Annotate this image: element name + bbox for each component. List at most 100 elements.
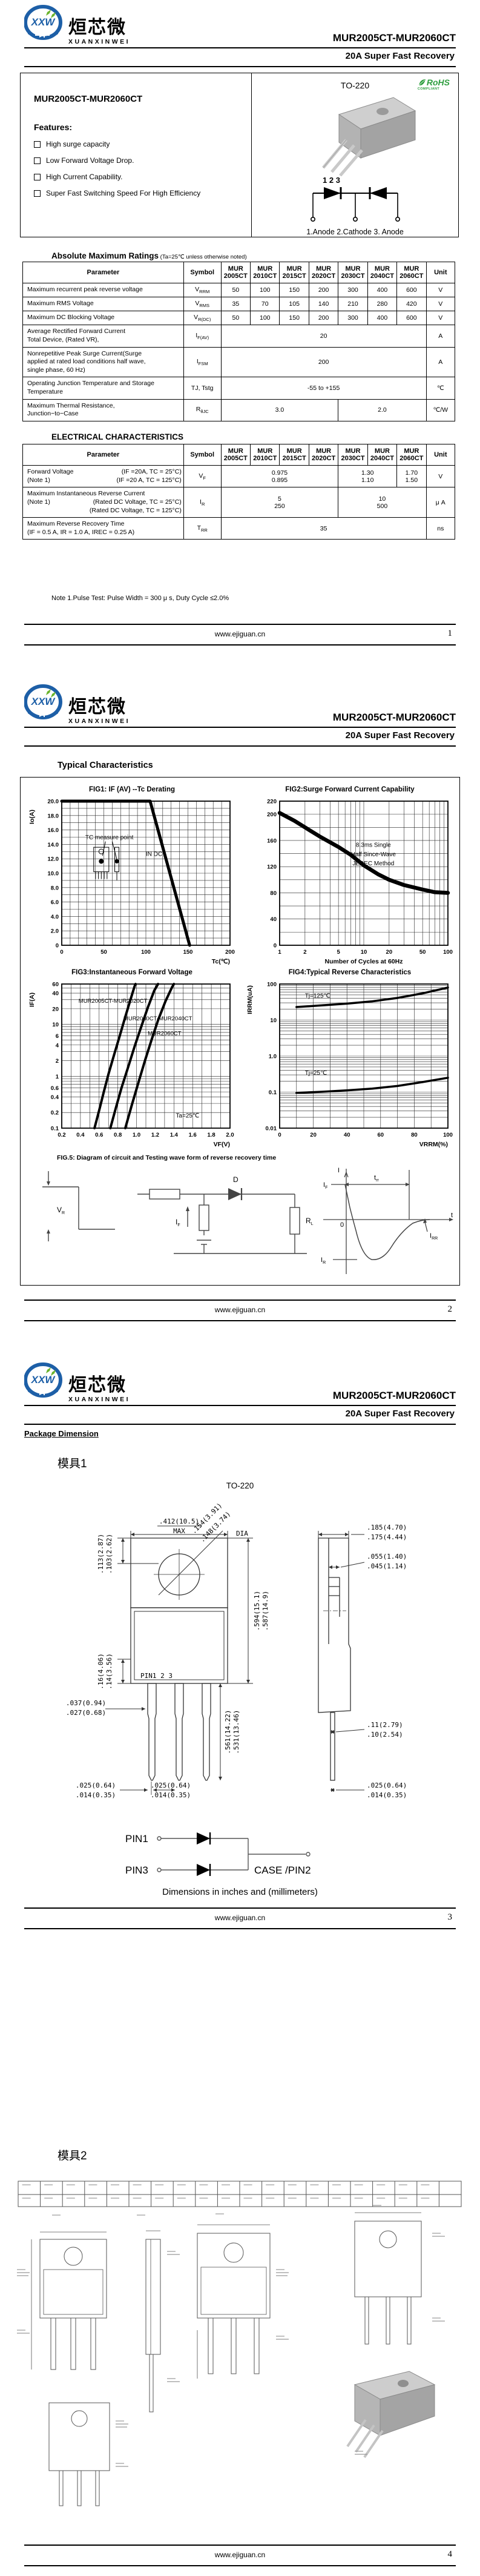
table-cell: 2030CT: [341, 272, 365, 280]
page-number: 4: [447, 2549, 453, 2559]
table-cell: Maximum Instantaneous Reverse Current (No…: [22, 487, 456, 518]
table-cell: 0.895: [271, 476, 288, 484]
svg-text:6: 6: [56, 1033, 59, 1040]
dim-step2: .045(1.14): [367, 1562, 407, 1570]
page3-header: XXW 烜芯微 XUANXINWEI MUR2005CT-MUR2060CT 2…: [24, 1362, 456, 1425]
table-cell: MUR: [228, 265, 243, 272]
brand-logo: XXW 烜芯微 XUANXINWEI: [24, 684, 130, 725]
table-cell: Parameter: [22, 444, 184, 466]
dim-lead-arrows: [120, 1782, 175, 1795]
feature-text: High Current Capability.: [46, 173, 123, 181]
pin-schematic: PIN1 PIN3 CASE /PIN2: [125, 1832, 311, 1876]
svg-text:40: 40: [270, 916, 277, 923]
table-cell: Maximum Instantaneous Reverse Current: [27, 490, 182, 498]
table-cell: Maximum Thermal Resistance, Junction−to−C…: [22, 398, 184, 422]
table-cell: MUR: [374, 265, 390, 272]
table-cell: MUR 2060CT: [396, 262, 427, 283]
table-cell: RR: [201, 527, 208, 533]
table-cell: 420: [396, 297, 427, 312]
line-el: [338, 149, 363, 177]
table-cell: 2030CT: [341, 455, 365, 462]
line-el: [330, 144, 355, 173]
brand-names: 烜芯微 XUANXINWEI: [68, 698, 130, 725]
table-cell: MUR 2040CT: [367, 444, 398, 466]
svg-text:0: 0: [56, 943, 59, 949]
footer-url[interactable]: www.ejiguan.cn: [214, 2551, 266, 2559]
table-cell: F: [203, 475, 206, 481]
svg-text:160: 160: [267, 837, 277, 844]
svg-text:0.1: 0.1: [269, 1089, 277, 1096]
polygon-el: [318, 1537, 351, 1713]
table-cell: MUR 2005CT: [220, 262, 251, 283]
table-cell: 2.0: [338, 398, 427, 422]
svg-text:220: 220: [267, 799, 277, 805]
brand-logo: XXW 烜芯微 XUANXINWEI: [24, 5, 130, 45]
feature-item: Super Fast Switching Speed For High Effi…: [34, 189, 251, 197]
table-cell: ns: [426, 517, 456, 540]
mold2-title: 模具2: [58, 2150, 87, 2162]
diode2-icon: [197, 1864, 210, 1876]
svg-text:1: 1: [278, 949, 281, 956]
polygon-el: [46, 10, 51, 16]
dim-top2: .103(2.62): [105, 1534, 113, 1574]
dual-diode-schematic: [310, 187, 400, 222]
text-el: XXW: [31, 1374, 56, 1385]
page4-footer: www.ejiguan.cn 4: [24, 2545, 456, 2566]
polygon-el: [406, 1183, 410, 1186]
fig1-title: FIG1: IF (AV) --Tc Derating: [88, 786, 176, 793]
svg-text:1.6: 1.6: [189, 1132, 197, 1138]
dim-leadt2: .014(0.35): [76, 1791, 116, 1799]
dim-width-text: .412(10.5): [159, 1518, 199, 1525]
dim-sidew1: .185(4.70): [367, 1524, 407, 1531]
rohs-compliant-text: COMPLIANT: [417, 87, 440, 91]
svg-text:Half Since-Wave: Half Since-Wave: [351, 851, 396, 858]
line-el: [424, 1221, 428, 1232]
footer-url[interactable]: www.ejiguan.cn: [214, 630, 266, 638]
i-axis-label: I: [338, 1167, 340, 1174]
table-cell: 2040CT: [370, 272, 395, 280]
product-left-panel: MUR2005CT-MUR2060CT Features: High surge…: [21, 73, 252, 237]
text-el: XXW: [31, 696, 56, 707]
table-cell: Parameter Symbol MUR 2005CT MUR 2010CT MUR 2015…: [22, 444, 456, 466]
rl-label: RL: [306, 1217, 314, 1226]
brand-name-cn: 烜芯微: [68, 18, 127, 38]
page2-header: XXW 烜芯微 XUANXINWEI MUR2005CT-MUR2060CT 2…: [24, 684, 456, 747]
header-rule-2: [24, 66, 456, 67]
table-cell: (Note 1): [27, 498, 50, 506]
table-cell: TRR: [183, 517, 222, 540]
svg-text:VRRM(%): VRRM(%): [419, 1141, 448, 1148]
chart-fig1: FIG1: IF (AV) --Tc Derating 0 50 100 150 200…: [25, 786, 238, 983]
header-part-range: MUR2005CT-MUR2060CT: [332, 1390, 456, 1401]
table-cell: ℃: [426, 377, 456, 400]
chart-fig4: FIG4:Typical Reverse Characteristics 0 20…: [243, 969, 456, 1166]
table-cell: VRMS: [183, 297, 222, 312]
table-cell: 2010CT: [253, 272, 277, 280]
tspan-el: t: [374, 1174, 376, 1181]
table-cell: ℃/W: [426, 398, 456, 422]
svg-text:2.0: 2.0: [226, 1132, 234, 1138]
table-cell: 20: [220, 325, 427, 348]
svg-text:40: 40: [344, 1132, 350, 1138]
checkbox-icon: [34, 190, 41, 197]
table-cell: MUR 2030CT: [338, 262, 368, 283]
table-cell: (Rated DC Voltage, TC = 125°C): [89, 506, 182, 514]
table-cell: Average Rectified Forward Current Total D…: [22, 325, 184, 348]
fig3-title: FIG3:Instantaneous Forward Voltage: [71, 969, 192, 976]
svg-text:80: 80: [270, 890, 277, 897]
polygon-el: [47, 1229, 50, 1234]
package-name-center: TO-220: [226, 1481, 254, 1490]
table-cell: Parameter: [22, 262, 184, 283]
brand-logo-icon: XXW: [24, 684, 64, 725]
table-cell: θJC: [200, 409, 209, 415]
dim-tab: [117, 1659, 131, 1684]
footer-url[interactable]: www.ejiguan.cn: [214, 1306, 266, 1314]
footer-url[interactable]: www.ejiguan.cn: [214, 1914, 266, 1922]
table-cell: Maximum Reverse Recovery Time (IF = 0.5 A…: [22, 517, 456, 540]
table-cell: 35: [220, 297, 251, 312]
product-summary-box: MUR2005CT-MUR2060CT Features: High surge…: [20, 73, 459, 237]
table-cell: Maximum Reverse Recovery Time: [27, 520, 125, 528]
table-cell: IR: [183, 487, 222, 518]
fig4-plot: 0 20 40 60 80 100 0.01 0.1 1.0 10 100 VRRM(%) IRRM(u…: [246, 982, 453, 1149]
svg-text:2: 2: [303, 949, 306, 956]
table-cell: 10 500: [338, 487, 427, 518]
